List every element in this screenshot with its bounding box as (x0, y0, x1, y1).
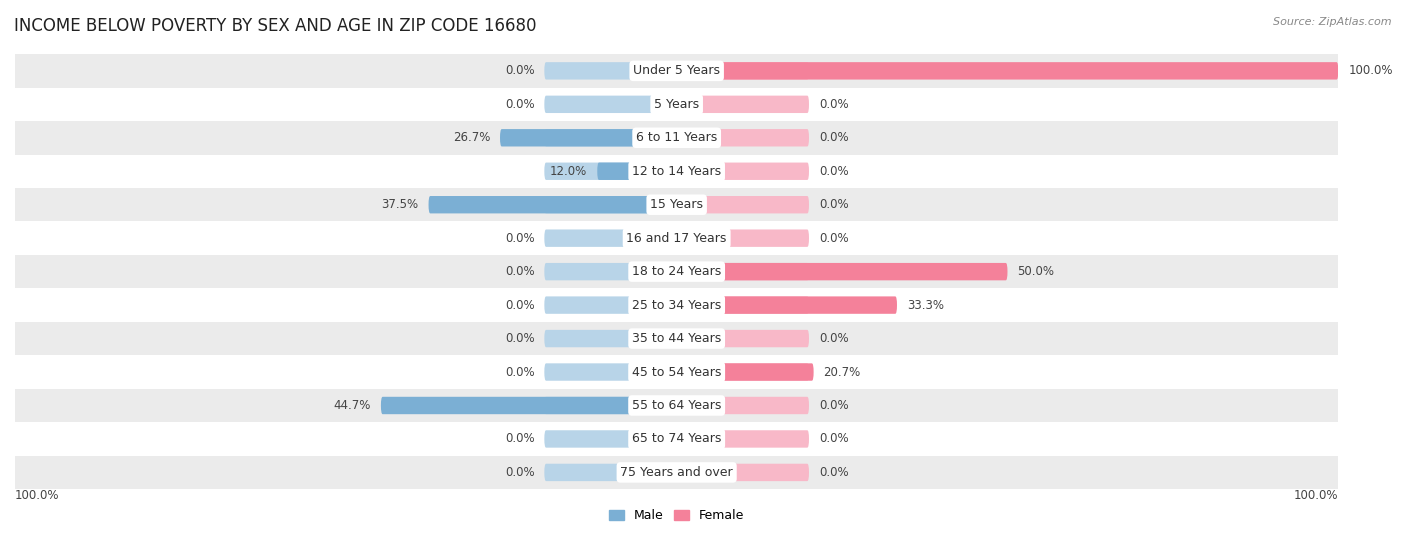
Text: 5 Years: 5 Years (654, 98, 699, 111)
Text: 50.0%: 50.0% (1018, 265, 1054, 278)
Bar (15, 389, 1339, 422)
Legend: Male, Female: Male, Female (609, 509, 744, 522)
Text: 0.0%: 0.0% (818, 332, 849, 345)
FancyBboxPatch shape (544, 430, 676, 448)
FancyBboxPatch shape (676, 163, 808, 180)
Text: Source: ZipAtlas.com: Source: ZipAtlas.com (1274, 17, 1392, 27)
Bar (15, 54, 1339, 88)
FancyBboxPatch shape (676, 363, 814, 381)
FancyBboxPatch shape (676, 263, 1008, 281)
Text: 0.0%: 0.0% (505, 265, 534, 278)
Text: 100.0%: 100.0% (1348, 64, 1393, 77)
FancyBboxPatch shape (544, 263, 676, 281)
FancyBboxPatch shape (676, 196, 808, 214)
Text: 18 to 24 Years: 18 to 24 Years (633, 265, 721, 278)
Text: 26.7%: 26.7% (453, 131, 491, 144)
FancyBboxPatch shape (676, 464, 808, 481)
FancyBboxPatch shape (676, 263, 808, 281)
Text: 0.0%: 0.0% (818, 466, 849, 479)
Text: 0.0%: 0.0% (505, 466, 534, 479)
FancyBboxPatch shape (598, 163, 676, 180)
FancyBboxPatch shape (676, 230, 808, 247)
Text: 35 to 44 Years: 35 to 44 Years (633, 332, 721, 345)
Text: 20.7%: 20.7% (824, 366, 860, 378)
FancyBboxPatch shape (544, 62, 676, 79)
Text: 0.0%: 0.0% (818, 165, 849, 178)
Text: 0.0%: 0.0% (505, 433, 534, 446)
FancyBboxPatch shape (676, 296, 897, 314)
Text: 65 to 74 Years: 65 to 74 Years (631, 433, 721, 446)
FancyBboxPatch shape (676, 296, 808, 314)
FancyBboxPatch shape (676, 129, 808, 146)
Text: 0.0%: 0.0% (505, 366, 534, 378)
Text: 12 to 14 Years: 12 to 14 Years (633, 165, 721, 178)
FancyBboxPatch shape (544, 163, 676, 180)
FancyBboxPatch shape (501, 129, 676, 146)
Text: 33.3%: 33.3% (907, 299, 943, 311)
Text: 0.0%: 0.0% (818, 231, 849, 245)
FancyBboxPatch shape (676, 62, 808, 79)
Text: 0.0%: 0.0% (818, 131, 849, 144)
Bar (15, 322, 1339, 356)
Text: 55 to 64 Years: 55 to 64 Years (631, 399, 721, 412)
FancyBboxPatch shape (381, 397, 676, 414)
Text: 0.0%: 0.0% (818, 198, 849, 211)
Text: 0.0%: 0.0% (505, 332, 534, 345)
Bar (15, 288, 1339, 322)
Bar (15, 121, 1339, 154)
Text: 12.0%: 12.0% (550, 165, 588, 178)
FancyBboxPatch shape (544, 96, 676, 113)
Text: 45 to 54 Years: 45 to 54 Years (631, 366, 721, 378)
FancyBboxPatch shape (676, 363, 808, 381)
Text: 44.7%: 44.7% (333, 399, 371, 412)
Text: 0.0%: 0.0% (505, 231, 534, 245)
FancyBboxPatch shape (544, 230, 676, 247)
Text: 0.0%: 0.0% (505, 98, 534, 111)
FancyBboxPatch shape (676, 62, 1339, 79)
Text: 0.0%: 0.0% (505, 299, 534, 311)
Text: 15 Years: 15 Years (650, 198, 703, 211)
Text: 37.5%: 37.5% (381, 198, 419, 211)
FancyBboxPatch shape (676, 397, 808, 414)
Text: 0.0%: 0.0% (818, 433, 849, 446)
FancyBboxPatch shape (544, 464, 676, 481)
Bar (15, 456, 1339, 489)
Text: Under 5 Years: Under 5 Years (633, 64, 720, 77)
Text: 0.0%: 0.0% (505, 64, 534, 77)
FancyBboxPatch shape (544, 196, 676, 214)
Bar (15, 356, 1339, 389)
Text: INCOME BELOW POVERTY BY SEX AND AGE IN ZIP CODE 16680: INCOME BELOW POVERTY BY SEX AND AGE IN Z… (14, 17, 537, 35)
FancyBboxPatch shape (544, 330, 676, 347)
Text: 0.0%: 0.0% (818, 399, 849, 412)
Bar (15, 422, 1339, 456)
FancyBboxPatch shape (544, 397, 676, 414)
FancyBboxPatch shape (676, 430, 808, 448)
Text: 75 Years and over: 75 Years and over (620, 466, 733, 479)
FancyBboxPatch shape (544, 363, 676, 381)
Text: 16 and 17 Years: 16 and 17 Years (627, 231, 727, 245)
Bar (15, 154, 1339, 188)
Text: 25 to 34 Years: 25 to 34 Years (633, 299, 721, 311)
Bar (15, 88, 1339, 121)
Text: 0.0%: 0.0% (818, 98, 849, 111)
Bar (15, 255, 1339, 288)
FancyBboxPatch shape (429, 196, 676, 214)
Text: 100.0%: 100.0% (15, 489, 59, 502)
Bar (15, 188, 1339, 221)
Text: 6 to 11 Years: 6 to 11 Years (636, 131, 717, 144)
FancyBboxPatch shape (544, 296, 676, 314)
Bar (15, 221, 1339, 255)
FancyBboxPatch shape (544, 129, 676, 146)
Text: 100.0%: 100.0% (1294, 489, 1339, 502)
FancyBboxPatch shape (676, 330, 808, 347)
FancyBboxPatch shape (676, 96, 808, 113)
